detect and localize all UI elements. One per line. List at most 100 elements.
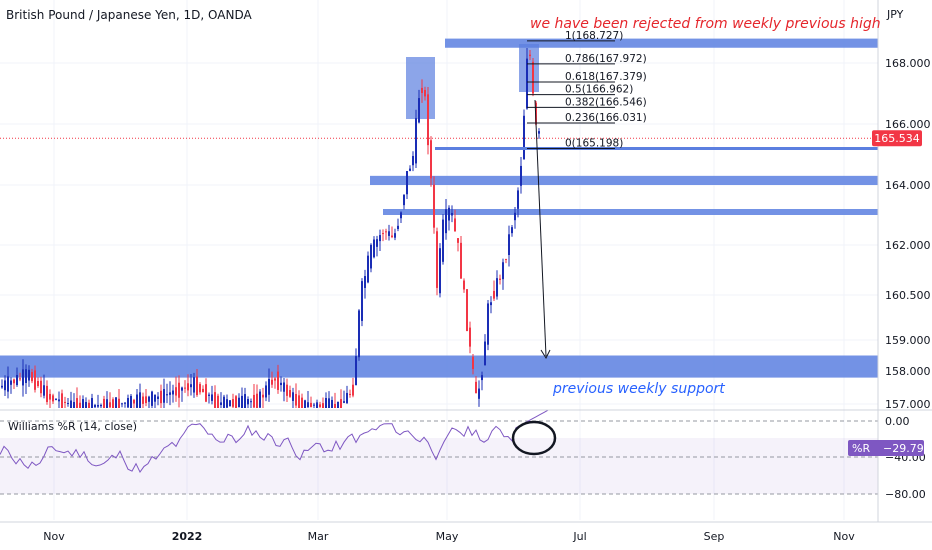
circle-annotation <box>511 420 557 456</box>
candle-body <box>70 400 72 408</box>
candle-body <box>358 310 360 358</box>
candle-body <box>10 380 12 385</box>
candle-body <box>367 255 369 283</box>
candle-body <box>295 394 297 406</box>
y-tick-label: 162.000 <box>885 239 931 252</box>
candle-body <box>109 402 111 408</box>
candle-body <box>178 382 180 398</box>
candle-body <box>118 398 120 408</box>
candle-body <box>55 399 57 401</box>
x-tick-label: 2022 <box>172 530 203 543</box>
candle-body <box>286 384 288 396</box>
fib-level-label: 0.236(166.031) <box>565 112 647 124</box>
candle-body <box>277 371 279 390</box>
candle-body <box>517 190 519 209</box>
candle-body <box>445 209 447 234</box>
last-price-badge <box>872 130 922 147</box>
x-tick-label: Nov <box>43 530 65 543</box>
candle-body <box>43 385 45 396</box>
candle-body <box>223 396 225 408</box>
candle-body <box>403 194 405 206</box>
candle-body <box>409 168 411 171</box>
candle-body <box>247 399 249 405</box>
candle-body <box>370 244 372 269</box>
candle-body <box>130 395 132 408</box>
candle-body <box>46 385 48 403</box>
candle-body <box>151 391 153 406</box>
candle-body <box>139 392 141 408</box>
candle-body <box>397 225 399 230</box>
candle-body <box>274 378 276 381</box>
candle-body <box>238 397 240 408</box>
candle-body <box>298 395 300 408</box>
candle-body <box>388 231 390 236</box>
candle-body <box>268 378 270 395</box>
last-price-value: 165.534 <box>874 132 920 145</box>
candle-body <box>529 54 531 57</box>
highlight-box <box>519 44 539 92</box>
candle-body <box>373 239 375 258</box>
candle-body <box>241 395 243 408</box>
candle-body <box>436 231 438 288</box>
candle-body <box>340 399 342 408</box>
y-tick-label: 159.000 <box>885 334 931 347</box>
candle-body <box>40 380 42 394</box>
y-tick-label: 158.000 <box>885 365 931 378</box>
candle-body <box>487 303 489 345</box>
candle-body <box>526 58 528 109</box>
candle-body <box>538 131 540 134</box>
x-tick-label: Mar <box>308 530 329 543</box>
candle-body <box>427 94 429 146</box>
candle-body <box>196 376 198 396</box>
candle-body <box>463 280 465 290</box>
indicator-level-label: −80.00 <box>885 488 926 501</box>
candle-body <box>352 384 354 396</box>
candle-body <box>25 369 27 383</box>
candle-body <box>418 98 420 123</box>
fib-level-label: 1(168.727) <box>565 30 623 42</box>
candle-body <box>292 392 294 401</box>
currency-label: JPY <box>887 8 904 21</box>
candle-body <box>349 393 351 395</box>
candle-body <box>7 376 9 392</box>
candle-body <box>181 387 183 391</box>
candle-body <box>208 394 210 396</box>
candle-body <box>454 218 456 232</box>
candle-body <box>121 403 123 405</box>
candle-body <box>400 212 402 219</box>
candle-body <box>202 388 204 393</box>
fib-level-label: 0(165.198) <box>565 137 623 149</box>
candle-body <box>361 281 363 321</box>
support-note: previous weekly support <box>553 381 725 397</box>
candle-body <box>67 403 69 405</box>
candle-body <box>355 356 357 386</box>
candle-body <box>100 404 102 407</box>
fibonacci-retracement[interactable]: 1(168.727)0.786(167.972)0.618(167.379)0.… <box>435 30 878 360</box>
candle-body <box>31 372 33 382</box>
candle-body <box>193 377 195 393</box>
x-tick-label: Sep <box>704 530 725 543</box>
candle-body <box>82 399 84 408</box>
candles <box>0 48 878 408</box>
candle-body <box>478 388 480 399</box>
candle-body <box>136 394 138 408</box>
candle-body <box>511 227 513 234</box>
candle-body <box>232 399 234 407</box>
candle-body <box>307 402 309 408</box>
indicator-value-badge <box>848 440 924 456</box>
candle-body <box>466 289 468 331</box>
candle-body <box>457 238 459 243</box>
candle-body <box>145 396 147 404</box>
fib-level-label: 0.618(167.379) <box>565 71 647 83</box>
candle-body <box>79 402 81 408</box>
candle-body <box>520 165 522 186</box>
highlight-box <box>406 57 435 119</box>
fib-level-label: 0.786(167.972) <box>565 53 647 65</box>
candle-body <box>481 375 483 381</box>
candle-body <box>115 397 117 408</box>
fib-level-label: 0.5(166.962) <box>565 84 633 96</box>
candle-body <box>199 384 201 393</box>
y-tick-label: 157.000 <box>885 398 931 411</box>
candle-body <box>4 380 6 391</box>
